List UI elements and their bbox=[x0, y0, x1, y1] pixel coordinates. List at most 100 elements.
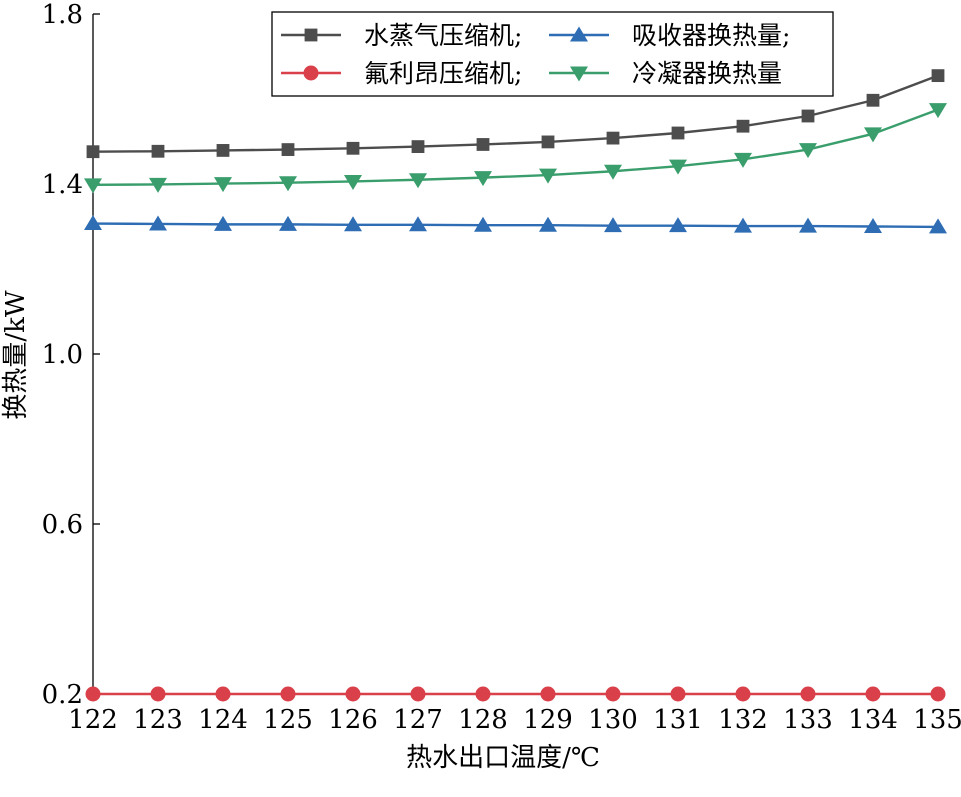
data-point-triangle-down bbox=[604, 164, 622, 180]
legend-item-2: 吸收器换热量; bbox=[549, 21, 790, 50]
data-point-square bbox=[801, 109, 815, 123]
data-point-triangle-up bbox=[799, 217, 817, 233]
data-point-circle bbox=[540, 686, 556, 702]
x-tick-label: 124 bbox=[198, 705, 248, 735]
data-point-circle bbox=[865, 686, 881, 702]
x-tick-label: 125 bbox=[263, 705, 313, 735]
data-point-triangle-down bbox=[929, 103, 947, 119]
series-line bbox=[92, 108, 939, 187]
data-point-circle bbox=[150, 686, 166, 702]
y-axis-title: 换热量/kW bbox=[1, 290, 31, 420]
data-point-triangle-up bbox=[84, 215, 102, 231]
legend-item-1: 水蒸气压缩机; bbox=[281, 21, 522, 50]
data-point-triangle-up bbox=[279, 215, 297, 231]
data-point-square bbox=[304, 28, 318, 42]
data-point-square bbox=[86, 145, 100, 159]
series-4 bbox=[84, 103, 947, 194]
axes: 0.2 0.6 1.0 1.4 1.8 122 123 124 125 126 127 128 129 1… bbox=[42, 0, 961, 735]
x-tick-label: 128 bbox=[458, 705, 508, 735]
data-point-square bbox=[411, 140, 425, 153]
data-point-square bbox=[476, 138, 490, 151]
legend-item-4: 冷凝器换热量 bbox=[549, 59, 782, 88]
x-tick-label: 123 bbox=[133, 705, 183, 735]
data-point-triangle-up bbox=[604, 217, 622, 233]
data-point-square bbox=[736, 119, 750, 133]
data-point-triangle-up bbox=[474, 216, 492, 232]
data-point-square bbox=[151, 144, 165, 158]
data-point-triangle-up bbox=[539, 216, 557, 232]
series-3 bbox=[85, 686, 946, 702]
y-tick-label: 1.0 bbox=[42, 340, 83, 370]
data-point-triangle-up bbox=[570, 26, 588, 42]
data-point-square bbox=[216, 144, 230, 157]
data-point-circle bbox=[475, 686, 491, 702]
data-point-square bbox=[606, 131, 620, 145]
data-point-circle bbox=[303, 65, 319, 81]
x-tick-label: 126 bbox=[328, 705, 378, 735]
data-point-triangle-down bbox=[864, 127, 882, 143]
data-point-square bbox=[866, 93, 880, 107]
x-tick-label: 132 bbox=[718, 705, 768, 735]
data-point-triangle-down bbox=[149, 177, 167, 193]
data-point-triangle-down bbox=[409, 173, 427, 189]
data-point-circle bbox=[345, 686, 361, 702]
data-point-square bbox=[671, 126, 685, 140]
data-point-triangle-up bbox=[214, 215, 232, 231]
x-tick-label: 130 bbox=[588, 705, 638, 735]
data-point-triangle-down bbox=[570, 66, 588, 82]
x-tick-label: 134 bbox=[848, 705, 898, 735]
data-point-circle bbox=[735, 686, 751, 702]
data-point-triangle-down bbox=[214, 177, 232, 193]
data-point-square bbox=[931, 69, 945, 83]
data-point-circle bbox=[215, 686, 231, 702]
data-point-square bbox=[541, 135, 555, 149]
data-point-square bbox=[346, 141, 360, 155]
series-1 bbox=[86, 69, 945, 159]
series-line bbox=[92, 74, 939, 153]
data-point-circle bbox=[410, 686, 426, 702]
data-point-triangle-down bbox=[539, 168, 557, 184]
y-tick-label: 0.6 bbox=[42, 510, 83, 540]
x-tick-label: 135 bbox=[913, 705, 961, 735]
data-point-circle bbox=[85, 686, 101, 702]
series-layer bbox=[84, 69, 947, 702]
data-point-triangle-down bbox=[279, 176, 297, 192]
data-point-square bbox=[281, 143, 295, 156]
data-point-triangle-up bbox=[929, 218, 947, 234]
data-point-triangle-down bbox=[84, 178, 102, 194]
legend-label: 氟利昂压缩机; bbox=[364, 59, 522, 88]
series-line bbox=[92, 222, 939, 229]
data-point-triangle-up bbox=[864, 218, 882, 233]
data-point-triangle-up bbox=[669, 217, 687, 233]
data-point-circle bbox=[605, 686, 621, 702]
data-point-triangle-down bbox=[799, 143, 817, 159]
data-point-circle bbox=[800, 686, 816, 702]
data-point-triangle-down bbox=[344, 174, 362, 190]
data-point-triangle-down bbox=[669, 159, 687, 175]
x-tick-label: 127 bbox=[393, 705, 443, 735]
y-tick-label: 1.4 bbox=[42, 170, 83, 200]
data-point-triangle-up bbox=[149, 215, 167, 231]
legend-label: 吸收器换热量; bbox=[632, 21, 790, 50]
x-tick-label: 129 bbox=[523, 705, 573, 735]
legend-label: 冷凝器换热量 bbox=[632, 59, 782, 88]
series-2 bbox=[84, 215, 947, 234]
data-point-circle bbox=[280, 686, 296, 702]
data-point-triangle-up bbox=[409, 216, 427, 232]
legend-box bbox=[271, 11, 834, 97]
y-tick-label: 0.2 bbox=[42, 680, 83, 710]
x-axis-title: 热水出口温度/℃ bbox=[406, 743, 600, 773]
data-point-circle bbox=[930, 686, 946, 702]
data-point-triangle-up bbox=[734, 217, 752, 233]
data-point-triangle-down bbox=[734, 152, 752, 168]
legend-label: 水蒸气压缩机; bbox=[364, 21, 522, 50]
legend-item-3: 氟利昂压缩机; bbox=[281, 59, 522, 88]
data-point-triangle-up bbox=[344, 216, 362, 232]
x-tick-label: 131 bbox=[653, 705, 703, 735]
y-tick-label: 1.8 bbox=[42, 0, 83, 30]
x-tick-label: 133 bbox=[783, 705, 833, 735]
legend: 水蒸气压缩机; 吸收器换热量; 氟利昂压缩机; 冷凝器换热量 bbox=[271, 11, 834, 97]
x-tick-label: 122 bbox=[68, 705, 118, 735]
data-point-triangle-down bbox=[474, 171, 492, 187]
